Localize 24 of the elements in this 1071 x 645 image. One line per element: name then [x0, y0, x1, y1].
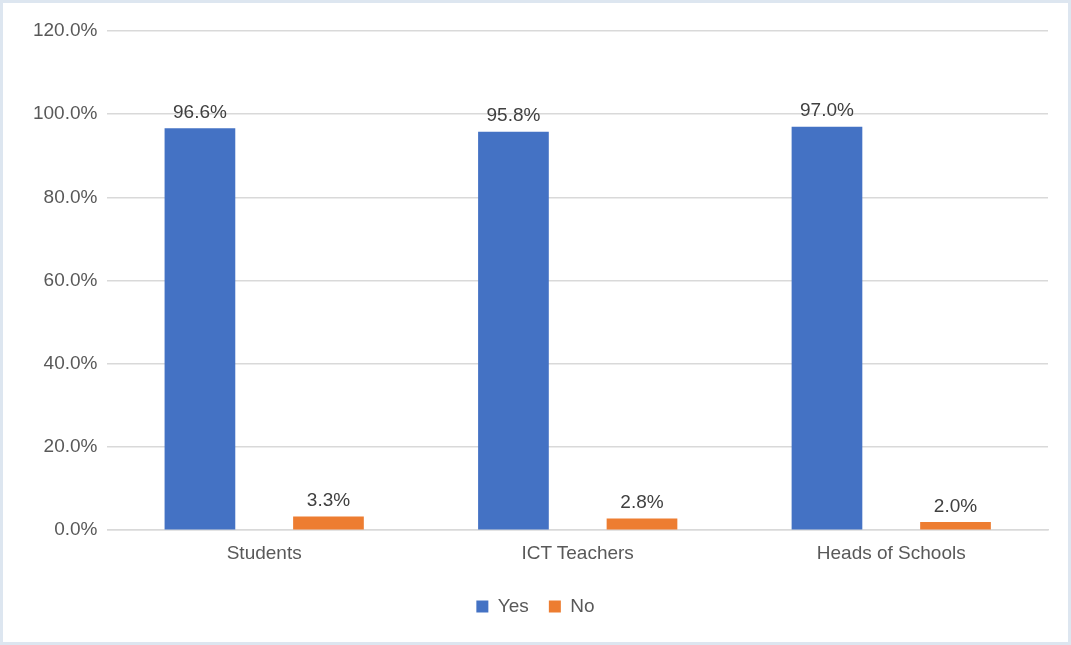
- x-tick-label: ICT Teachers: [521, 541, 634, 563]
- bar: [293, 516, 364, 530]
- data-label: 95.8%: [486, 104, 541, 126]
- x-tick-label: Heads of Schools: [816, 541, 966, 563]
- y-tick-label: 120.0%: [32, 19, 98, 41]
- legend-label: Yes: [497, 594, 529, 616]
- bar: [920, 521, 991, 530]
- bar: [478, 131, 549, 530]
- y-tick-label: 60.0%: [43, 268, 98, 290]
- y-tick-label: 0.0%: [54, 518, 98, 540]
- bar: [791, 126, 863, 530]
- bar: [606, 518, 678, 530]
- data-label: 3.3%: [306, 489, 351, 511]
- data-label: 96.6%: [172, 101, 227, 123]
- y-tick-label: 80.0%: [43, 185, 98, 207]
- legend-label: No: [570, 594, 595, 616]
- data-label: 2.8%: [620, 491, 664, 513]
- y-tick-label: 100.0%: [32, 102, 98, 124]
- x-tick-label: Students: [226, 541, 302, 563]
- y-tick-label: 20.0%: [43, 435, 98, 457]
- y-tick-label: 40.0%: [43, 352, 98, 374]
- data-label: 2.0%: [933, 494, 978, 516]
- data-label: 97.0%: [800, 99, 855, 121]
- bar: [164, 128, 236, 530]
